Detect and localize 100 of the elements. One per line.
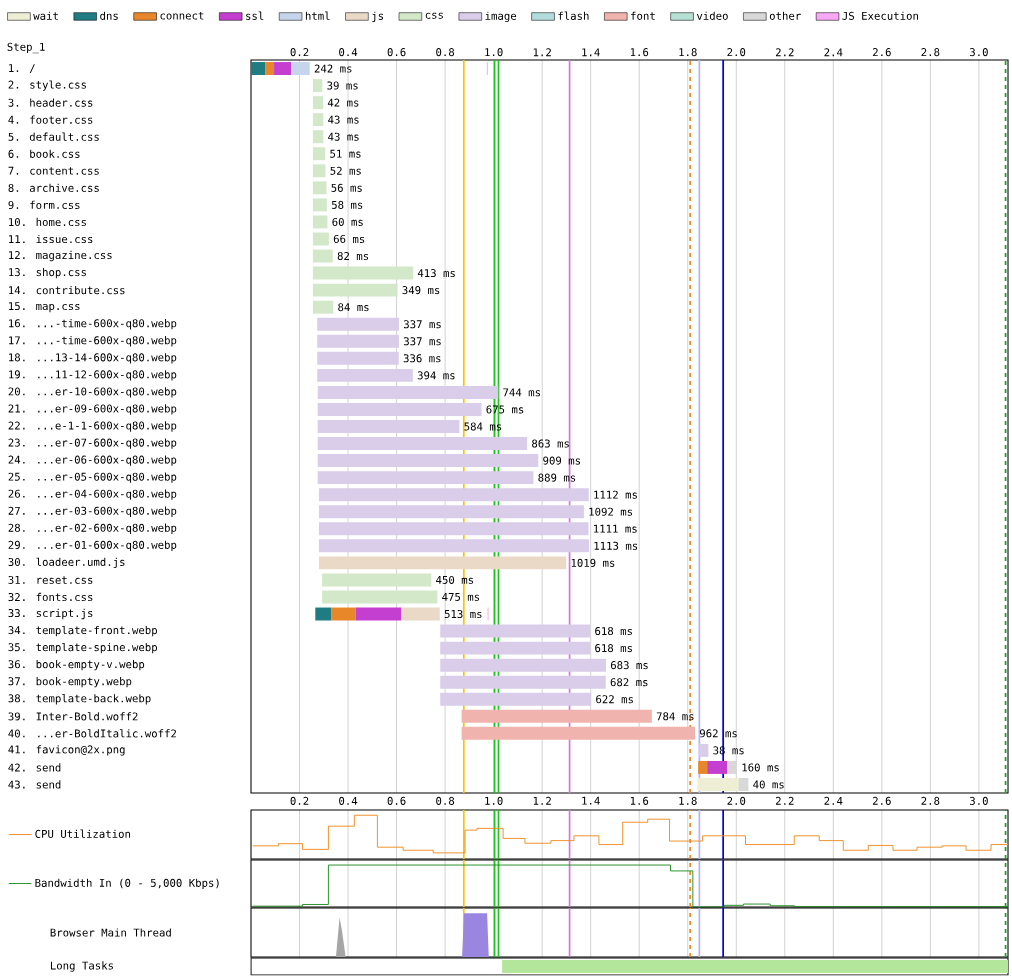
annotation: 1112 ms	[594, 490, 637, 499]
x-tick-label: 1.4	[582, 48, 600, 57]
legend-label: JS Execution	[842, 11, 918, 21]
annotation: 683 ms	[610, 661, 648, 670]
y-tick-label: 13. shop.css	[9, 268, 86, 279]
y-tick-label: 31. reset.css	[8, 576, 93, 585]
y-tick-label: 11. issue.css	[9, 235, 93, 244]
y-tick-label: 10. home.css	[9, 218, 86, 227]
annotation: 618 ms	[595, 644, 632, 653]
x2-tick-label: 1.2	[533, 797, 551, 805]
x2-tick-label: 1.8	[679, 797, 697, 806]
legend-label: CPU Utilization	[35, 829, 130, 839]
legend-label: video	[696, 11, 728, 21]
annotation: 513 ms	[444, 610, 482, 619]
y-tick-label: 16. ...-time-600x-q80.webp	[9, 319, 177, 330]
y-tick-label: 8. archive.css	[8, 183, 99, 193]
y-tick-label: 2. style.css	[8, 80, 86, 91]
y-tick-label: 43. send	[8, 780, 61, 789]
annotation: 744 ms	[503, 388, 540, 397]
legend-label: Bandwidth In (0 - 5,000 Kbps)	[35, 878, 219, 890]
legend-label: flash	[558, 11, 589, 21]
x2-tick-label: 0.6	[387, 797, 406, 806]
y-tick-label: 33. script.js	[8, 609, 93, 620]
annotation: 42 ms	[327, 98, 359, 107]
legend-label: image	[485, 11, 517, 23]
annotation: 160 ms	[742, 763, 779, 772]
x-tick-label: 3.0	[969, 48, 988, 57]
y-tick-label: 12. magazine.css	[9, 251, 112, 262]
y-axis-title: Browser Main Thread	[50, 928, 171, 937]
annotation: 56 ms	[331, 184, 362, 193]
legend-label: other	[769, 11, 801, 21]
annotation: 909 ms	[543, 456, 581, 465]
text: Step_1	[7, 43, 45, 54]
annotation: 40 ms	[753, 780, 784, 789]
x2-tick-label: 2.0	[727, 797, 746, 806]
x2-tick-label: 0.4	[339, 797, 358, 806]
annotation: 413 ms	[417, 269, 455, 278]
x-tick-label: 1.6	[630, 48, 649, 57]
annotation: 337 ms	[403, 337, 441, 346]
x-tick-label: 0.8	[436, 48, 455, 57]
annotation: 43 ms	[328, 132, 359, 141]
y-tick-label: 27. ...er-03-600x-q80.webp	[8, 506, 177, 518]
y-axis-title: Long Tasks	[50, 961, 113, 972]
y-tick-label: 37. book-empty.webp	[8, 677, 132, 688]
legend-label: wait	[33, 11, 58, 21]
x2-tick-label: 1.4	[582, 797, 600, 805]
y-tick-label: 25. ...er-05-600x-q80.webp	[8, 472, 177, 484]
x-tick-label: 2.0	[727, 48, 746, 57]
x2-tick-label: 2.8	[921, 797, 940, 806]
annotation: 51 ms	[330, 150, 361, 158]
annotation: 1113 ms	[594, 542, 638, 551]
annotation: 52 ms	[330, 167, 361, 176]
y-tick-label: 9. form.css	[8, 201, 80, 210]
y-tick-label: 41. favicon@2x.png	[8, 745, 125, 756]
annotation: 962 ms	[699, 729, 737, 738]
y-tick-label: 15. map.css	[9, 302, 80, 313]
y-tick-label: 22. ...e-1-1-600x-q80.webp	[8, 421, 177, 432]
x-tick-label: 2.8	[921, 48, 940, 57]
y-tick-label: 24. ...er-06-600x-q80.webp	[8, 455, 177, 466]
y-tick-label: 39. Inter-Bold.woff2	[8, 712, 138, 721]
annotation: 336 ms	[403, 354, 441, 363]
x2-tick-label: 2.4	[824, 797, 843, 805]
y-tick-label: 28. ...er-02-600x-q80.webp	[8, 523, 177, 535]
x2-tick-label: 2.2	[775, 797, 794, 805]
annotation: 1092 ms	[589, 507, 633, 516]
x2-tick-label: 1.0	[485, 797, 503, 806]
legend-label: css	[425, 12, 443, 20]
annotation: 66 ms	[333, 235, 365, 244]
annotation: 84 ms	[338, 303, 369, 312]
annotation: 784 ms	[656, 712, 694, 721]
annotation: 39 ms	[327, 81, 358, 90]
y-tick-label: 14. contribute.css	[9, 286, 125, 295]
y-tick-label: 26. ...er-04-600x-q80.webp	[8, 489, 177, 501]
annotation: 622 ms	[596, 695, 633, 704]
legend-label: font	[631, 11, 655, 21]
annotation: 43 ms	[328, 115, 359, 124]
x-tick-label: 1.2	[533, 48, 551, 57]
y-tick-label: 18. ...13-14-600x-q80.webp	[9, 353, 177, 364]
x-tick-label: 0.6	[387, 48, 406, 57]
x-tick-label: 2.2	[775, 48, 794, 57]
annotation: 82 ms	[337, 252, 369, 261]
x2-tick-label: 3.0	[969, 797, 988, 806]
annotation: 394 ms	[417, 371, 455, 380]
y-tick-label: 32. fonts.css	[8, 593, 93, 602]
y-tick-label: 5. default.css	[8, 132, 99, 142]
y-tick-label: 35. template-spine.webp	[8, 643, 157, 654]
legend-label: ssl	[246, 11, 264, 21]
x2-tick-label: 0.2	[290, 797, 309, 806]
y-tick-label: 6. book.css	[8, 149, 80, 159]
annotation: 1019 ms	[571, 559, 615, 568]
x-tick-label: 0.4	[339, 48, 358, 57]
x-tick-label: 2.6	[873, 48, 891, 57]
y-tick-label: 7. content.css	[8, 167, 99, 175]
annotation: 60 ms	[332, 218, 363, 227]
x2-tick-label: 2.6	[873, 797, 891, 806]
x-tick-label: 2.4	[824, 48, 843, 57]
y-tick-label: 4. footer.css	[8, 115, 93, 125]
annotation: 337 ms	[403, 320, 441, 329]
y-tick-label: 20. ...er-10-600x-q80.webp	[8, 387, 177, 398]
x-tick-label: 1.0	[485, 48, 503, 57]
